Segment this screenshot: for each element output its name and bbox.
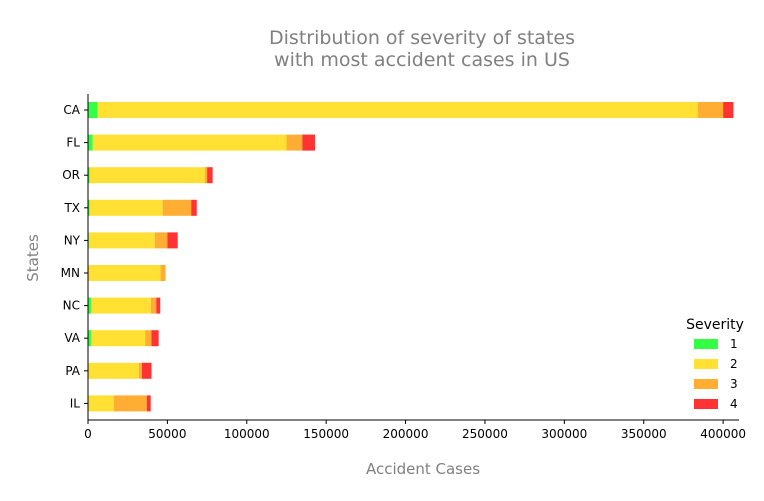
bar-pa-severity-4 <box>141 362 152 379</box>
bar-va-severity-2 <box>91 330 146 347</box>
y-tick-label: TX <box>63 201 80 215</box>
bar-tx-severity-4 <box>191 199 197 216</box>
y-tick-label: NY <box>64 233 81 247</box>
bar-mn-severity-2 <box>88 265 161 281</box>
bar-ca-severity-1 <box>88 102 98 118</box>
bar-il-severity-2 <box>88 395 114 412</box>
x-tick-label: 50000 <box>148 427 186 441</box>
bar-ny-severity-3 <box>154 232 168 249</box>
bar-nc-severity-1 <box>88 297 92 314</box>
legend: Severity 1 2 3 4 <box>686 317 744 411</box>
bar-nc-severity-4 <box>156 297 161 314</box>
y-tick-label: MN <box>61 266 80 280</box>
legend-label-3: 3 <box>730 377 738 391</box>
x-tick-label: 350000 <box>621 427 667 441</box>
legend-swatch-4 <box>694 399 718 409</box>
y-tick-label: FL <box>66 136 80 150</box>
bar-or-severity-4 <box>207 167 213 184</box>
x-axis: 0 50000 100000 150000 200000 250000 300000 3500… <box>84 419 746 441</box>
y-tick-label: PA <box>65 364 80 378</box>
bars-group <box>88 102 734 412</box>
bar-or-severity-3 <box>204 167 208 184</box>
x-tick-label: 400000 <box>700 427 746 441</box>
bar-va-severity-1 <box>88 330 92 347</box>
bar-pa-severity-2 <box>88 362 139 379</box>
bar-fl-severity-4 <box>302 134 316 151</box>
bar-ca-severity-4 <box>723 102 734 118</box>
y-tick-label: CA <box>63 103 80 117</box>
legend-swatch-2 <box>694 359 718 369</box>
bar-or-severity-2 <box>89 167 205 184</box>
chart-title-line-2: with most accident cases in US <box>274 49 570 71</box>
y-tick-label: NC <box>63 299 80 313</box>
bar-fl-severity-3 <box>286 134 303 151</box>
bar-il-severity-4 <box>146 395 151 412</box>
bar-nc-severity-2 <box>91 297 151 314</box>
chart-title-line-1: Distribution of severity of states <box>269 27 575 49</box>
bar-il-severity-3 <box>113 395 147 412</box>
y-tick-label: VA <box>64 331 80 345</box>
x-tick-label: 150000 <box>303 427 349 441</box>
x-tick-label: 0 <box>84 427 92 441</box>
bar-fl-severity-1 <box>88 134 93 151</box>
x-tick-label: 300000 <box>541 427 587 441</box>
x-tick-label: 100000 <box>224 427 270 441</box>
y-tick-label: OR <box>62 168 80 182</box>
bar-tx-severity-2 <box>89 199 163 216</box>
legend-title: Severity <box>686 317 744 333</box>
legend-swatch-1 <box>694 339 718 349</box>
bar-or-severity-1 <box>88 167 90 184</box>
y-tick-label: IL <box>70 396 81 410</box>
bar-ny-severity-4 <box>167 232 178 249</box>
bar-ny-severity-2 <box>88 232 155 249</box>
bar-mn-severity-3 <box>160 265 166 281</box>
bar-ca-severity-3 <box>697 102 724 118</box>
bar-tx-severity-3 <box>162 199 192 216</box>
x-axis-label: Accident Cases <box>366 460 480 478</box>
bar-pa-severity-3 <box>138 362 142 379</box>
legend-label-4: 4 <box>730 397 738 411</box>
legend-label-2: 2 <box>730 357 738 371</box>
legend-swatch-3 <box>694 379 718 389</box>
x-tick-label: 200000 <box>383 427 429 441</box>
bar-va-severity-3 <box>145 330 152 347</box>
bar-va-severity-4 <box>151 330 159 347</box>
bar-tx-severity-1 <box>88 199 90 216</box>
y-axis: CA FL OR TX NY MN NC VA PA IL <box>61 94 89 420</box>
x-tick-label: 250000 <box>462 427 508 441</box>
legend-label-1: 1 <box>730 337 738 351</box>
bar-fl-severity-2 <box>92 134 287 151</box>
y-axis-label: States <box>24 234 42 282</box>
bar-ca-severity-2 <box>97 102 698 118</box>
bar-nc-severity-3 <box>150 297 157 314</box>
